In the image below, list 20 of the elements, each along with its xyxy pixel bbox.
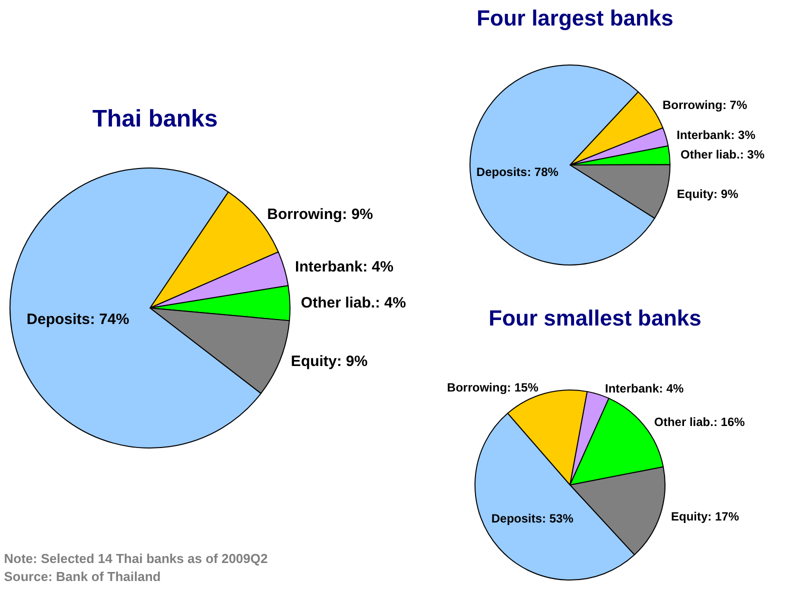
source-note: Source: Bank of Thailand [4, 569, 161, 584]
slice-label: Other liab.: 16% [654, 415, 746, 430]
slice-label: Deposits: 74% [26, 311, 130, 328]
slice-label: Deposits: 53% [491, 512, 574, 526]
chart-title: Thai banks [92, 106, 218, 132]
slice-label: Other liab.: 4% [300, 294, 406, 312]
slice-label: Equity: 9% [676, 187, 739, 202]
slice-label: Interbank: 4% [605, 382, 684, 396]
slice-label: Equity: 17% [670, 509, 740, 524]
slice-label: Other liab.: 3% [680, 148, 765, 162]
chart-title: Four smallest banks [488, 306, 702, 330]
slice-label: Borrowing: 7% [662, 98, 748, 112]
slice-label: Interbank: 3% [676, 128, 756, 142]
slice-label: Equity: 9% [290, 352, 368, 370]
slice-label: Borrowing: 9% [267, 206, 374, 224]
slice-label: Interbank: 4% [295, 258, 394, 276]
slice-label: Deposits: 78% [476, 164, 559, 179]
slice-label: Borrowing: 15% [447, 380, 539, 395]
chart-title: Four largest banks [476, 6, 674, 30]
text: Note: Selected 14 Thai banks as of 2009Q2 [4, 551, 268, 566]
